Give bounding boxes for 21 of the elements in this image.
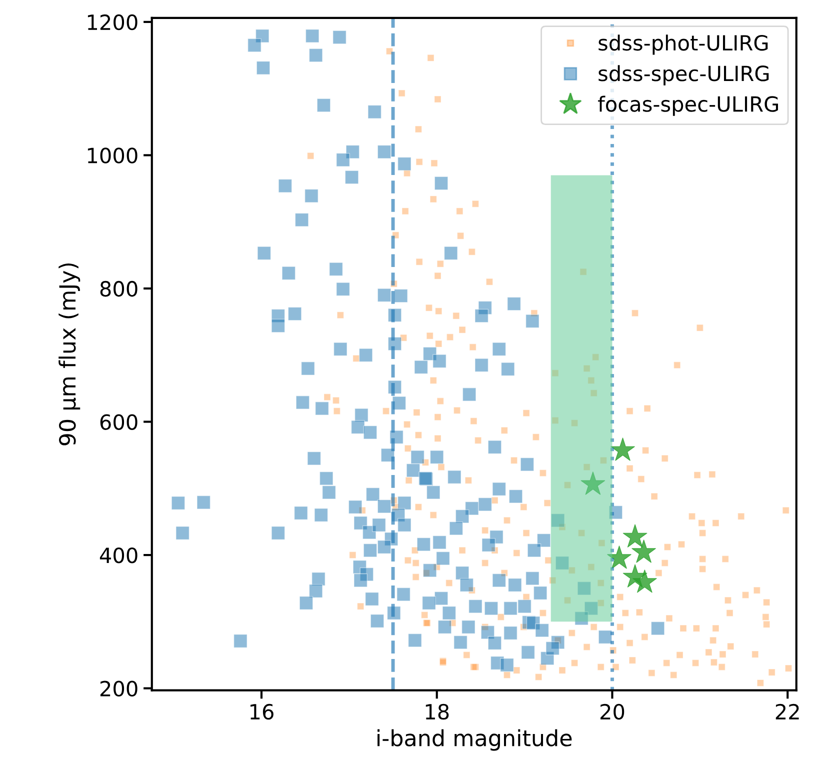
x-tick-label: 18: [426, 704, 449, 720]
y-tick-label: 200: [100, 680, 138, 697]
point: [622, 524, 648, 548]
y-tick-label: 1000: [88, 148, 138, 164]
y-axis-title: 90 μm flux (mJy): [58, 263, 80, 446]
point: [580, 472, 606, 495]
legend-label: sdss-phot-ULIRG: [598, 34, 768, 55]
y-tick-label: 1200: [88, 14, 138, 30]
point: [632, 540, 656, 563]
x-tick-label: 16: [250, 704, 274, 720]
y-tick-label: 800: [100, 280, 138, 297]
y-tick-label: 600: [100, 414, 138, 430]
legend-label: sdss-spec-ULIRG: [598, 65, 769, 86]
point: [632, 570, 657, 593]
y-tick-label: 400: [100, 547, 138, 564]
legend-label: focas-spec-ULIRG: [598, 96, 778, 116]
x-tick-label: 20: [600, 704, 624, 720]
point: [610, 438, 635, 461]
x-axis-title: i-band magnitude: [378, 729, 572, 751]
x-tick-label: 22: [776, 704, 799, 720]
point: [607, 546, 632, 569]
